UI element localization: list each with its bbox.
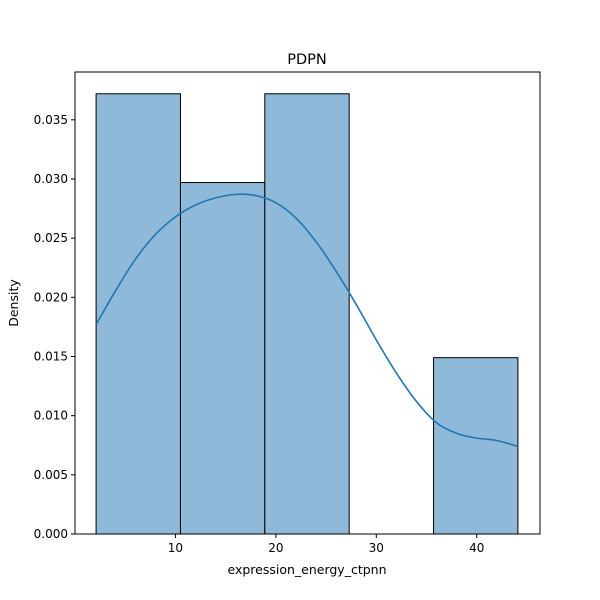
x-tick-label: 30	[369, 541, 384, 555]
y-axis-ticks: 0.000 0.005 0.010 0.015 0.020 0.025 0.030 0.035	[34, 113, 75, 541]
y-tick-label: 0.000	[34, 527, 68, 541]
histogram-bar-5	[433, 357, 519, 535]
chart-title: PDPN	[287, 52, 327, 68]
y-tick-label: 0.035	[34, 113, 68, 127]
histogram-bar-3	[264, 93, 350, 535]
x-axis-label: expression_energy_ctpnn	[227, 562, 386, 577]
histogram-bar-2	[179, 182, 266, 535]
plot-frame	[74, 71, 541, 535]
x-tick-label: 20	[268, 541, 283, 555]
y-tick-label: 0.020	[34, 290, 68, 304]
y-tick-label: 0.025	[34, 231, 68, 245]
x-axis-ticks: 10 20 30 40	[168, 534, 484, 555]
y-tick-label: 0.030	[34, 172, 68, 186]
histogram-bars	[95, 93, 519, 535]
x-tick-label: 10	[168, 541, 183, 555]
y-tick-label: 0.015	[34, 349, 68, 363]
y-axis-label: Density	[6, 279, 21, 327]
y-tick-label: 0.010	[34, 409, 68, 423]
y-tick-label: 0.005	[34, 468, 68, 482]
x-tick-label: 40	[469, 541, 484, 555]
histogram-bar-1	[95, 93, 181, 535]
kde-curve	[95, 193, 519, 448]
